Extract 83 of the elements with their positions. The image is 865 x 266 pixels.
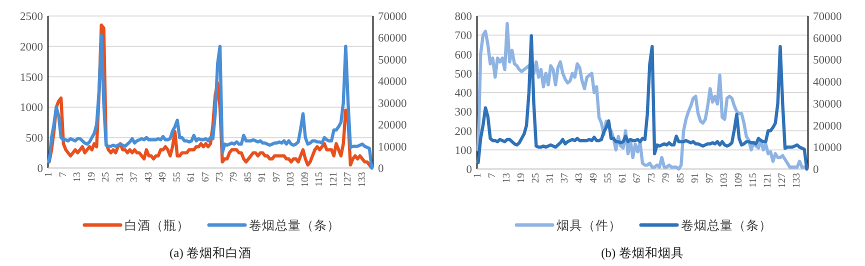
x-tick-label: 121 bbox=[328, 172, 340, 187]
y-tick-label: 500 bbox=[454, 68, 472, 80]
y2-tick-label: 40000 bbox=[378, 76, 407, 88]
legend-label: 卷烟总量（条） bbox=[249, 218, 340, 232]
y-tick-label: 1000 bbox=[20, 102, 44, 114]
y2-tick-label: 50000 bbox=[813, 54, 842, 67]
x-tick-label: 97 bbox=[704, 173, 716, 183]
x-tick-label: 7 bbox=[487, 173, 498, 178]
x-tick-label: 1 bbox=[472, 173, 484, 178]
x-tick-label: 13 bbox=[502, 173, 513, 183]
y2-tick-label: 60000 bbox=[378, 32, 407, 45]
x-tick-label: 67 bbox=[200, 172, 212, 182]
x-tick-label: 91 bbox=[257, 172, 268, 182]
y-tick-label: 0 bbox=[466, 164, 472, 176]
y2-tick-label: 30000 bbox=[813, 98, 842, 110]
x-tick-label: 61 bbox=[618, 173, 629, 183]
x-tick-label: 43 bbox=[574, 173, 586, 183]
x-tick-label: 49 bbox=[158, 172, 169, 182]
x-tick-label: 91 bbox=[690, 173, 702, 183]
legend-label: 卷烟总量（条） bbox=[681, 218, 772, 232]
x-tick-label: 13 bbox=[72, 172, 84, 182]
y-tick-label: 200 bbox=[454, 126, 472, 138]
y-tick-label: 300 bbox=[454, 106, 472, 119]
x-tick-label: 97 bbox=[271, 172, 282, 182]
x-tick-label: 115 bbox=[748, 173, 760, 188]
y2-tick-label: 10000 bbox=[378, 141, 407, 154]
x-tick-label: 103 bbox=[286, 172, 297, 187]
y2-tick-label: 40000 bbox=[813, 76, 842, 89]
x-tick-label: 121 bbox=[762, 173, 774, 188]
x-tick-label: 133 bbox=[792, 173, 803, 188]
y-tick-label: 800 bbox=[454, 11, 472, 23]
x-tick-label: 25 bbox=[100, 172, 112, 182]
x-tick-label: 85 bbox=[242, 172, 254, 182]
y2-tick-label: 20000 bbox=[378, 120, 407, 132]
x-tick-label: 127 bbox=[777, 173, 788, 188]
x-tick-label: 103 bbox=[719, 173, 730, 188]
y2-tick-label: 70000 bbox=[378, 11, 407, 23]
y2-tick-label: 30000 bbox=[378, 98, 407, 110]
x-tick-label: 67 bbox=[632, 173, 644, 183]
x-tick-label: 79 bbox=[661, 173, 672, 183]
x-tick-label: 127 bbox=[342, 172, 354, 187]
y2-tick-label: 70000 bbox=[813, 11, 842, 23]
y-tick-label: 2500 bbox=[20, 11, 44, 23]
x-tick-label: 37 bbox=[129, 172, 140, 182]
x-tick-label: 109 bbox=[300, 172, 311, 187]
x-tick-label: 37 bbox=[560, 173, 571, 183]
x-tick-label: 43 bbox=[143, 172, 154, 182]
text: (a) 卷烟和白酒 bbox=[170, 246, 252, 260]
x-tick-label: 85 bbox=[676, 173, 687, 183]
x-tick-label: 19 bbox=[516, 173, 528, 183]
x-tick-label: 73 bbox=[646, 173, 658, 183]
x-tick-label: 61 bbox=[186, 172, 198, 182]
y-tick-label: 500 bbox=[26, 132, 44, 145]
x-tick-label: 115 bbox=[314, 172, 326, 187]
y2-tick-label: 20000 bbox=[813, 120, 842, 132]
y-tick-label: 400 bbox=[454, 88, 472, 100]
x-tick-label: 31 bbox=[545, 173, 556, 183]
x-tick-label: 79 bbox=[228, 172, 240, 182]
x-tick-label: 25 bbox=[530, 173, 542, 183]
y2-tick-label: 10000 bbox=[813, 142, 842, 154]
y-tick-label: 1500 bbox=[20, 72, 44, 84]
y-tick-label: 600 bbox=[454, 49, 472, 62]
legend-label: 白酒（瓶） bbox=[124, 218, 190, 232]
x-tick-label: 49 bbox=[588, 173, 600, 183]
x-tick-label: 55 bbox=[172, 172, 183, 182]
y-tick-label: 700 bbox=[454, 30, 472, 42]
y-tick-label: 0 bbox=[37, 163, 44, 175]
y-tick-label: 100 bbox=[454, 144, 472, 157]
y2-tick-label: 0 bbox=[378, 163, 384, 175]
x-tick-label: 1 bbox=[44, 172, 55, 177]
x-tick-label: 55 bbox=[603, 173, 614, 183]
x-tick-label: 7 bbox=[58, 172, 69, 177]
x-tick-label: 109 bbox=[734, 173, 745, 188]
legend-label: 烟具（件） bbox=[556, 218, 622, 232]
x-tick-label: 31 bbox=[114, 172, 126, 182]
y-tick-label: 2000 bbox=[20, 41, 44, 54]
text: (b) 卷烟和烟具 bbox=[601, 246, 684, 260]
y2-tick-label: 0 bbox=[813, 164, 819, 176]
x-tick-label: 133 bbox=[356, 172, 368, 187]
y2-tick-label: 60000 bbox=[813, 32, 842, 45]
x-tick-label: 19 bbox=[86, 172, 98, 182]
y2-tick-label: 50000 bbox=[378, 54, 407, 66]
x-tick-label: 73 bbox=[214, 172, 226, 182]
